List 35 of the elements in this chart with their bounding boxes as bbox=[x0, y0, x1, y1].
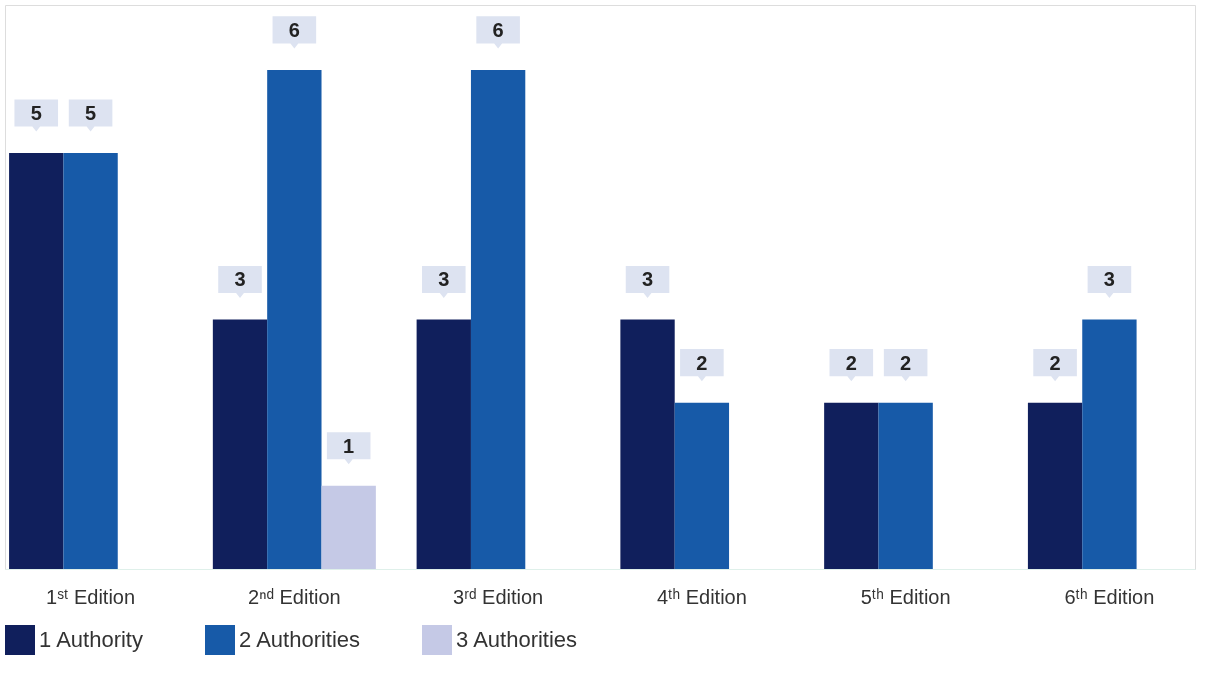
data-label: 6 bbox=[492, 18, 504, 41]
bar bbox=[878, 402, 933, 569]
data-label: 3 bbox=[234, 268, 246, 291]
legend-label: 3 Authorities bbox=[456, 627, 578, 652]
bar bbox=[9, 153, 64, 569]
bar bbox=[416, 319, 471, 569]
bar bbox=[470, 69, 526, 569]
bar bbox=[1082, 319, 1137, 569]
bar bbox=[267, 69, 322, 569]
data-label: 2 bbox=[845, 351, 857, 374]
data-label: 2 bbox=[1049, 351, 1061, 374]
data-label: 1 bbox=[343, 434, 355, 457]
data-label: 2 bbox=[696, 351, 708, 374]
x-tick-label: 3ʳᵈ Edition bbox=[453, 585, 544, 608]
bar bbox=[674, 402, 730, 569]
x-tick-label: 4ᵗʰ Edition bbox=[656, 585, 747, 608]
x-tick-label: 2ⁿᵈ Edition bbox=[248, 585, 341, 608]
x-tick-label: 6ᵗʰ Edition bbox=[1064, 585, 1155, 608]
bar bbox=[321, 485, 376, 569]
x-tick-label: 1ˢᵗ Edition bbox=[46, 585, 136, 608]
data-label: 3 bbox=[1103, 268, 1115, 291]
legend-label: 2 Authorities bbox=[239, 627, 361, 652]
bar bbox=[63, 153, 118, 569]
bar bbox=[824, 402, 879, 569]
legend-label: 1 Authority bbox=[39, 627, 143, 652]
bar bbox=[620, 319, 675, 569]
x-tick-label: 5ᵗʰ Edition bbox=[860, 585, 951, 608]
bar bbox=[1027, 402, 1083, 569]
data-label: 6 bbox=[288, 18, 300, 41]
data-label: 2 bbox=[900, 351, 912, 374]
data-label: 3 bbox=[438, 268, 450, 291]
data-label: 3 bbox=[641, 268, 654, 291]
bar bbox=[212, 319, 268, 569]
data-label: 5 bbox=[30, 102, 42, 125]
data-label: 5 bbox=[85, 102, 97, 125]
